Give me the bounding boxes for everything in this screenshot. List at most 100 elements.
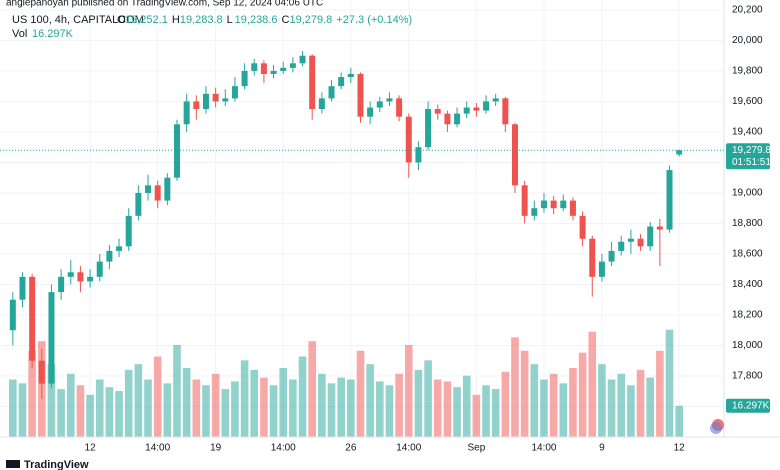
candle-body: [579, 215, 586, 239]
volume-bar: [95, 379, 104, 437]
candle-body: [512, 124, 518, 186]
candle-body: [405, 116, 412, 163]
candle-body: [425, 109, 432, 148]
volume-bar: [385, 385, 394, 437]
y-tick-label: 19,000: [732, 188, 763, 199]
x-tick-label: 14:00: [531, 443, 556, 454]
candle-body: [338, 77, 345, 87]
ohlc-key: O: [117, 14, 126, 26]
x-tick-label: 14:00: [145, 443, 170, 454]
volume-bar: [472, 394, 481, 437]
last-price-label: 19,279.8: [732, 145, 771, 156]
candle-body: [106, 250, 113, 262]
candle-body: [589, 238, 596, 277]
volume-bar: [308, 341, 316, 437]
ohlc-key: L: [227, 14, 233, 26]
candle-body: [357, 73, 364, 117]
x-tick-label: 26: [345, 443, 357, 454]
candle-body: [260, 63, 267, 74]
volume-bar: [337, 377, 345, 437]
brand-logo: [6, 460, 20, 468]
ohlc-value: 19,283.8: [180, 14, 223, 26]
candle-body: [67, 272, 74, 277]
candle-body: [502, 98, 509, 125]
candle-body: [637, 238, 644, 247]
y-tick-label: 20,200: [732, 5, 763, 16]
candle-body: [347, 73, 354, 78]
candle-body: [58, 276, 65, 293]
y-tick-label: 20,000: [732, 35, 763, 46]
volume-bar: [482, 385, 490, 437]
x-tick-label: 19: [210, 443, 222, 454]
x-tick-label: 12: [674, 443, 686, 454]
candle-body: [183, 101, 190, 125]
y-tick-label: 18,400: [732, 279, 763, 290]
volume-bar: [656, 350, 664, 437]
volume-bar: [675, 405, 683, 437]
volume-bar: [366, 364, 374, 437]
candle-body: [521, 185, 528, 216]
volume-bar: [347, 379, 355, 437]
event-icon[interactable]: [710, 422, 722, 434]
ohlc-value: 19,252.1: [125, 14, 168, 26]
countdown: 01:51:51: [732, 157, 771, 168]
candle-body: [666, 170, 673, 230]
volume-tag-label: 16.297K: [732, 400, 770, 411]
volume-bar: [665, 329, 674, 437]
x-tick-label: 12: [85, 443, 97, 454]
candle-body: [289, 63, 296, 68]
candle-body: [48, 292, 55, 384]
last-price-tag: [726, 143, 770, 170]
volume-bar: [173, 345, 181, 437]
candle-body: [318, 98, 325, 110]
y-tick-label: 19,400: [732, 127, 763, 138]
volume-bar: [269, 385, 278, 437]
volume-bar: [86, 394, 94, 437]
candle-body: [560, 200, 567, 209]
candle-body: [608, 250, 615, 262]
candle-body: [550, 200, 557, 209]
candle-body: [19, 276, 26, 300]
candle-body: [174, 124, 180, 178]
volume-bar: [76, 385, 85, 437]
volume-bar: [289, 379, 297, 437]
candle-body: [77, 272, 84, 282]
x-tick-label: 9: [599, 443, 605, 454]
volume-bar: [511, 337, 519, 437]
volume-bar: [260, 377, 268, 437]
volume-bar: [569, 368, 577, 437]
volume-bar: [617, 373, 626, 437]
candle-body: [280, 67, 287, 71]
volume-bar: [221, 389, 230, 437]
ohlc-value: 19,238.6: [235, 14, 278, 26]
candle-body: [618, 241, 625, 251]
candle-body: [231, 86, 238, 99]
candle-body: [328, 86, 335, 99]
candle-body: [434, 109, 441, 114]
candle-body: [531, 208, 538, 216]
published-note: anglepanoyan published on TradingView.co…: [6, 0, 323, 9]
volume-bar: [433, 379, 442, 437]
candle-body: [396, 98, 403, 117]
candle-body: [299, 55, 306, 64]
candle-body: [125, 215, 132, 247]
volume-bar: [47, 364, 56, 437]
candle-body: [270, 70, 277, 74]
volume-bar: [607, 379, 616, 437]
volume-bar: [462, 375, 471, 437]
volume-bar: [18, 383, 27, 437]
candle-body: [367, 107, 374, 117]
y-tick-label: 19,800: [732, 66, 763, 77]
change: +27.3 (+0.14%): [336, 14, 412, 26]
candle-body: [454, 113, 461, 125]
candle-body: [145, 185, 152, 193]
candle-body: [376, 101, 383, 108]
candle-body: [483, 101, 490, 111]
x-tick-label: Sep: [467, 443, 485, 454]
x-tick-label: 14:00: [271, 443, 296, 454]
volume-bar: [636, 369, 645, 437]
volume-title: Vol: [12, 28, 27, 40]
candle-body: [540, 200, 547, 209]
candle-body: [627, 238, 634, 242]
